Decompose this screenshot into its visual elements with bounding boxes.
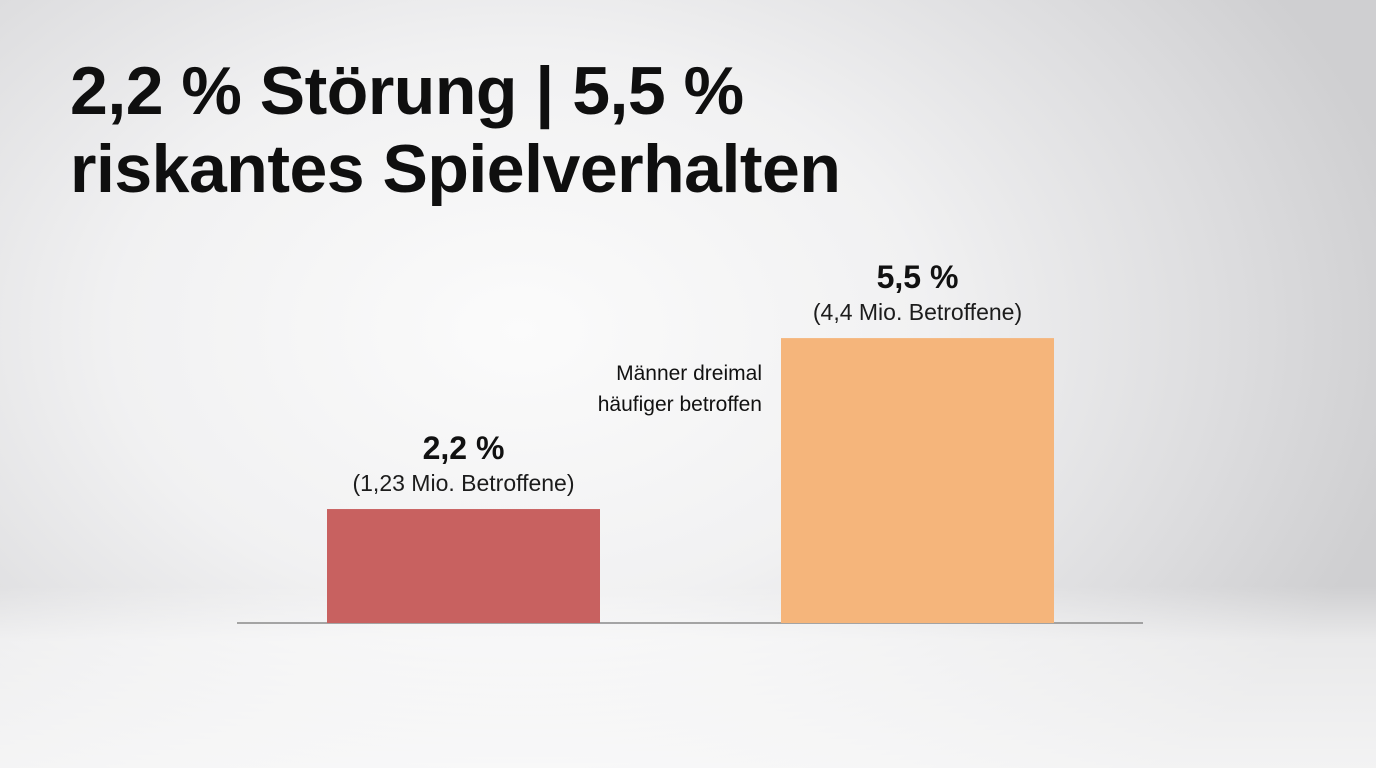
bar-risky-gaming-value-label: 5,5 %: [877, 259, 959, 295]
bar-risky-gaming-affected-label: (4,4 Mio. Betroffene): [813, 299, 1022, 325]
chart-title: 2,2 % Störung | 5,5 % riskantes Spielver…: [70, 53, 841, 207]
bar-disorder: [327, 509, 600, 623]
floor-highlight: [0, 586, 1376, 768]
annotation-line-2: häufiger betroffen: [598, 393, 762, 416]
bar-disorder-affected-label: (1,23 Mio. Betroffene): [352, 470, 574, 496]
annotation-line-1: Männer dreimal: [616, 362, 762, 385]
bar-risky-gaming: [781, 338, 1054, 623]
bar-disorder-value-label: 2,2 %: [423, 430, 505, 466]
